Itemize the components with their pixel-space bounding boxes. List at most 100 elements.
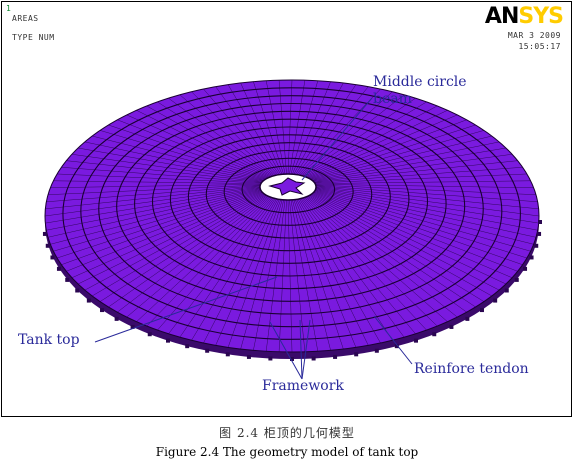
framework-radial <box>315 180 531 184</box>
framework-radial <box>314 190 527 259</box>
framework-radial <box>314 191 523 265</box>
framework-radial <box>157 197 273 331</box>
framework-radial <box>315 188 537 238</box>
framework-radial <box>108 195 268 308</box>
framework-radial <box>314 173 527 184</box>
rim-bracket <box>394 344 399 349</box>
framework-radial <box>312 193 507 285</box>
framework-radial <box>300 198 405 338</box>
framework-radial <box>315 185 538 203</box>
framework-radial <box>296 86 369 175</box>
rim-bracket <box>100 308 105 313</box>
framework-radial <box>312 154 513 182</box>
framework-radial <box>265 80 286 175</box>
framework-radial <box>307 195 467 313</box>
rim-bracket <box>147 332 152 337</box>
framework-radial <box>314 167 523 183</box>
rim-bracket <box>523 266 528 271</box>
framework-radial <box>304 105 438 177</box>
framework-radial <box>315 184 536 195</box>
rim-bracket <box>354 352 359 357</box>
framework-radial <box>126 196 270 318</box>
framework-radials <box>45 80 539 352</box>
framework-radial <box>77 193 264 285</box>
leader-middle-beam <box>301 97 373 181</box>
framework-radial <box>47 188 261 238</box>
rim-bracket <box>56 266 61 271</box>
rim-bracket <box>166 338 170 343</box>
middle-circle-beam <box>268 177 306 196</box>
rim-bracket <box>432 332 437 337</box>
rim-bracket <box>465 316 470 321</box>
leader-framework-1 <box>269 321 303 380</box>
framework-radial <box>99 130 267 180</box>
numbering-label: TYPE NUM <box>12 33 55 42</box>
framework-radial <box>61 167 262 183</box>
date-stamp: MAR 3 2009 <box>507 31 561 40</box>
framework-radial <box>240 82 283 175</box>
framework-radial <box>315 184 534 188</box>
framework-radial <box>61 191 262 265</box>
rim-bracket <box>449 324 454 329</box>
rim-bracket <box>246 354 251 359</box>
rim-bracket <box>185 344 190 349</box>
framework-radial <box>290 199 319 352</box>
framework-radial <box>295 84 357 175</box>
rim-bracket <box>130 324 135 329</box>
rim-bracket <box>538 220 542 224</box>
framework-radial <box>308 124 476 179</box>
framework-radial <box>292 81 331 175</box>
framework-radial <box>287 199 293 352</box>
callout-tank-top: Tank top <box>18 332 80 348</box>
framework-radial <box>310 135 492 180</box>
rim-brackets <box>42 220 542 361</box>
rim-bracket <box>205 348 210 353</box>
framework-radial <box>311 141 500 181</box>
framework-radial <box>305 196 448 322</box>
framework-radial <box>168 98 275 176</box>
framework-radial <box>278 80 287 175</box>
framework-radial <box>313 192 518 272</box>
framework-radial <box>287 80 293 175</box>
framework-radial <box>296 199 369 346</box>
framework-radial <box>289 199 306 352</box>
framework-radial <box>310 194 492 297</box>
framework-radial <box>215 199 280 346</box>
framework-radial <box>136 196 271 322</box>
framework-radial <box>315 187 539 224</box>
framework-radial <box>309 194 485 302</box>
framework-radial <box>146 105 272 177</box>
framework-radial <box>50 189 261 245</box>
framework-radial <box>50 184 261 188</box>
rim-bracket <box>225 352 230 357</box>
framework-radial <box>315 189 534 245</box>
framework-radial <box>299 198 393 341</box>
framework-radial <box>215 86 280 175</box>
framework-radial <box>92 135 266 180</box>
framework-radial <box>146 197 272 327</box>
framework-radial <box>278 199 287 352</box>
rim-bracket <box>86 298 91 303</box>
framework-radial <box>301 198 416 334</box>
framework-radial <box>46 188 261 231</box>
framework-radial <box>71 192 264 278</box>
framework-radial <box>295 199 357 348</box>
framework-radial <box>313 160 518 182</box>
leader-framework-3 <box>301 319 311 380</box>
framework-radial <box>315 186 539 217</box>
framework-radial <box>265 199 286 352</box>
framework-radial <box>293 199 344 350</box>
leader-framework-2 <box>299 319 303 380</box>
framework-radial <box>126 114 270 178</box>
rim-bracket <box>333 354 338 359</box>
framework-radial <box>84 141 265 181</box>
framework-radial <box>179 94 276 176</box>
graphics-viewport[interactable]: 1 AREAS TYPE NUM ANSYS MAR 3 2009 15:05:… <box>1 1 572 417</box>
framework-radial <box>304 197 438 327</box>
framework-radial <box>305 110 448 178</box>
framework-radial <box>293 82 344 175</box>
caption-english: Figure 2.4 The geometry model of tank to… <box>155 445 419 459</box>
framework-radial <box>309 130 485 180</box>
leader-reinforce-tendon <box>373 315 413 365</box>
framework-radial <box>227 84 281 175</box>
